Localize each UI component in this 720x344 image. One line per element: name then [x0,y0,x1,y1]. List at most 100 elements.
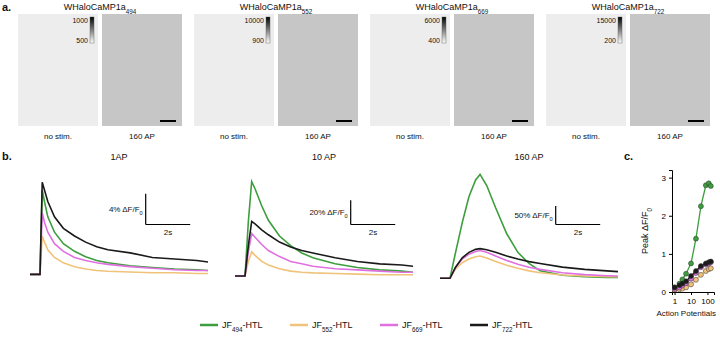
image-title: WHaloCaMP1a552 [240,2,313,15]
scale-bar [512,120,528,122]
series-line [675,262,711,288]
legend-swatch [290,324,308,327]
scale-bar-label: 50% ΔF/F0 [514,211,552,222]
marker [708,184,713,189]
image-label: 160 AP [657,132,683,141]
summary-chart: 0123110100Action PotentialsPeak ΔF/F0 [640,171,716,319]
colorbar [442,17,446,43]
micrograph [546,14,626,126]
scale-bar-label: 20% ΔF/F0 [309,208,347,219]
marker [698,272,703,277]
tick: 100 [701,292,715,306]
series-line [675,268,711,290]
micrograph [18,14,98,126]
image-title: WHaloCaMP1a722 [592,2,665,15]
marker [684,271,689,276]
marker [708,266,713,271]
colorbar-label: 900 [252,37,264,44]
legend-label: JF494-HTL [222,320,263,333]
legend-swatch [200,324,218,327]
marker [684,279,689,284]
image-label: no stim. [44,132,72,141]
trace-chart: 10 AP20% ΔF/F02s [235,152,413,276]
trace-chart: 1AP4% ΔF/F02s [30,152,208,274]
micrograph [278,14,358,126]
tick-label: 1 [673,297,678,306]
series-line [675,183,711,287]
scale-bar-y [350,200,351,224]
trace-line [30,190,208,274]
image-group: WHaloCaMP1a669no stim.160 AP6000400 [370,2,534,141]
colorbar-label: 10000 [245,17,265,24]
colorbar-label: 6000 [424,17,440,24]
chart-title: 160 AP [514,152,543,162]
legend-label: JF722-HTL [492,320,533,333]
trace-line [30,182,208,274]
scale-bar-label: 2s [574,228,582,237]
tick: 0 [662,288,672,297]
tick-mark [669,292,672,293]
scale-bar-y [555,206,556,225]
image-title: WHaloCaMP1a669 [416,2,489,15]
scale-bar-y [145,194,146,225]
tick-mark [707,292,708,295]
scale-bar [688,120,704,122]
legend-swatch [470,324,488,327]
legend: JF494-HTL JF552-HTL JF669-HTL JF722-HTL [200,320,533,333]
image-group: WHaloCaMP1a494no stim.160 AP1000500 [18,2,182,141]
scale-bar-x [351,224,396,225]
colorbar [618,17,622,43]
tick: 1 [662,250,672,259]
micrograph [370,14,450,126]
tick: 10 [687,292,696,306]
marker [672,285,677,290]
colorbar-label: 400 [428,37,440,44]
trace-line [235,182,413,276]
tick-mark [675,292,676,295]
axis-title: Action Potentials [656,309,716,318]
panel-label: c. [624,150,633,162]
scale-bar-label: 4% ΔF/F0 [109,205,143,216]
tick-mark [669,178,672,179]
colorbar-label: 1000 [72,17,88,24]
tick-label: 2 [662,212,667,221]
marker [693,236,698,241]
colorbar [266,17,270,43]
legend-label: JF669-HTL [402,320,443,333]
tick: 3 [662,174,672,183]
chart-title: 1AP [110,152,127,162]
tick: 1 [673,292,678,306]
tick: 2 [662,212,672,221]
marker [698,264,703,269]
colorbar [90,17,94,43]
marker [672,285,677,290]
image-label: 160 AP [305,132,331,141]
image-group: WHaloCaMP1a722no stim.160 AP15000200 [546,2,710,141]
x-axis: 1 10 100 [673,292,716,306]
y-axis: 0 1 2 3 [662,171,673,298]
tick-label: 1 [662,250,667,259]
marker [708,259,713,264]
tick-label: 10 [687,297,696,306]
plot-area [30,182,208,274]
trace-line [440,174,618,278]
marker [693,277,698,282]
chart-title: 10 AP [312,152,336,162]
plot-area [235,182,413,276]
tick-mark [669,254,672,255]
plot-area [672,181,713,292]
image-label: 160 AP [481,132,507,141]
image-label: no stim. [572,132,600,141]
legend-label: JF552-HTL [312,320,353,333]
scale-bar-x [556,224,601,225]
marker [689,261,694,266]
colorbar-label: 500 [76,37,88,44]
image-label: no stim. [220,132,248,141]
trace-line [30,236,208,274]
tick-label: 3 [662,174,667,183]
colorbar-label: 15000 [597,17,617,24]
trace-line [440,249,618,279]
axis-title: Peak ΔF/F0 [640,207,653,254]
legend-swatch [380,324,398,327]
scale-bar [160,120,176,122]
